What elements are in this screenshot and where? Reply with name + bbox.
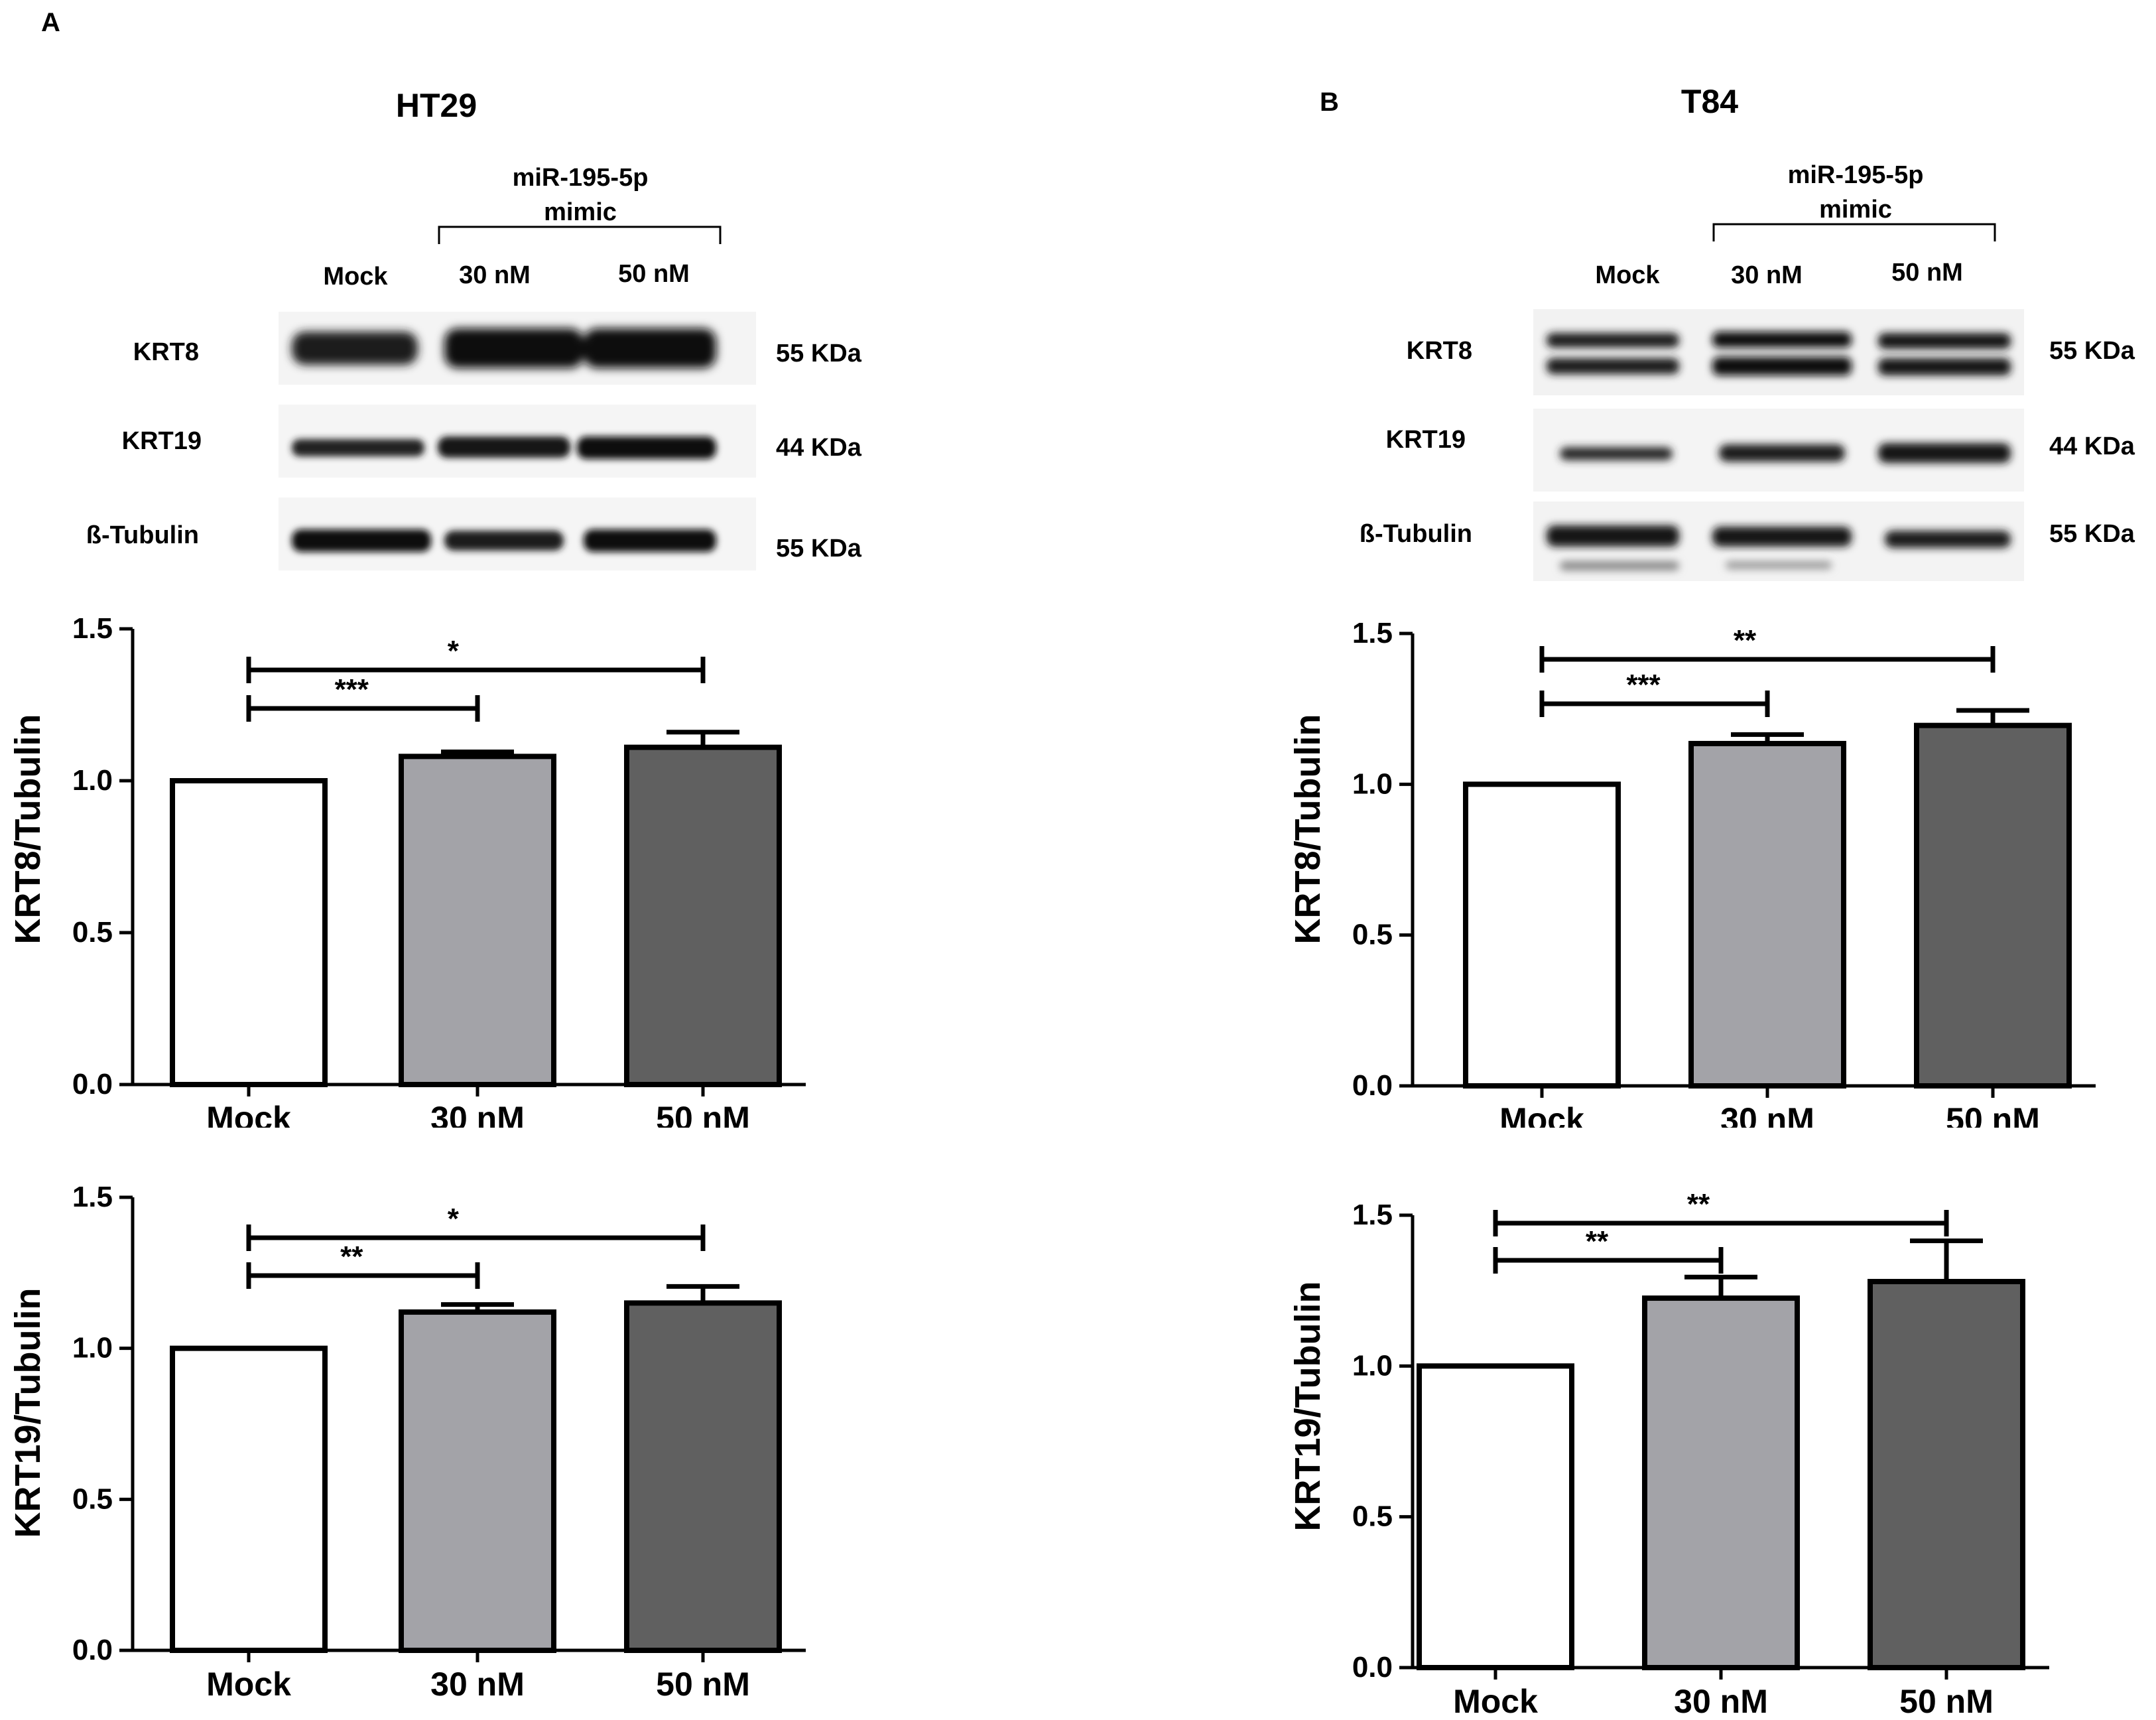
bar-0 (170, 1345, 328, 1653)
x-tick-label: 50 nM (656, 1100, 750, 1128)
protein-label-krt8-a: KRT8 (133, 338, 199, 366)
y-tick-label: 1.0 (1352, 767, 1393, 800)
y-axis-label: KRT19/Tubulin (1288, 1282, 1328, 1532)
lane-label-30nm-b: 30 nM (1731, 261, 1803, 289)
protein-label-tubulin-b: ß-Tubulin (1359, 520, 1472, 548)
lane-label-50nm-a: 50 nM (618, 260, 690, 288)
y-axis-label: KRT19/Tubulin (8, 1288, 48, 1538)
y-tick-label: 1.5 (72, 1181, 113, 1213)
protein-label-krt19-b: KRT19 (1385, 426, 1466, 454)
y-tick-label: 1.0 (1352, 1349, 1393, 1382)
x-tick-label: 30 nM (1720, 1101, 1814, 1128)
significance-label: ** (340, 1240, 363, 1273)
significance-label: * (448, 1203, 460, 1235)
lane-label-mock-b: Mock (1595, 261, 1660, 289)
significance-label: * (448, 635, 460, 667)
y-tick-label: 1.5 (1352, 617, 1393, 649)
mw-label-krt8-b: 55 KDa (2049, 337, 2135, 365)
y-axis-label: KRT8/Tubulin (8, 714, 48, 945)
y-tick-label: 1.5 (72, 612, 113, 645)
x-tick-label: 30 nM (1674, 1683, 1768, 1720)
mimic-bracket-a (438, 226, 722, 244)
panel-letter-b: B (1320, 88, 1339, 117)
x-tick-label: 50 nM (1899, 1683, 1994, 1720)
protein-label-krt19-a: KRT19 (121, 427, 202, 455)
x-tick-label: 50 nM (656, 1666, 750, 1703)
bar-1 (1642, 1295, 1800, 1671)
lane-label-30nm-a: 30 nM (459, 261, 531, 289)
protein-label-tubulin-a: ß-Tubulin (86, 521, 199, 549)
significance-label: *** (335, 673, 369, 706)
bar-0 (170, 778, 328, 1087)
mimic-bracket-b (1712, 223, 1996, 241)
bar-0 (1417, 1363, 1574, 1670)
x-tick-label: Mock (1499, 1101, 1584, 1128)
lane-label-mock-a: Mock (323, 263, 388, 291)
western-blot-image-b (1533, 309, 2024, 581)
bar-2 (624, 744, 782, 1087)
x-tick-label: Mock (1453, 1683, 1538, 1720)
bar-2 (1868, 1279, 2025, 1670)
western-blot-image-a (279, 312, 756, 570)
y-tick-label: 0.0 (1352, 1651, 1393, 1684)
y-tick-label: 1.0 (72, 1332, 113, 1364)
significance-label: ** (1586, 1225, 1609, 1258)
y-tick-label: 1.0 (72, 764, 113, 797)
bar-1 (1688, 740, 1846, 1089)
significance-label: ** (1687, 1188, 1710, 1221)
mw-label-tubulin-a: 55 KDa (776, 535, 861, 562)
significance-label: ** (1734, 624, 1757, 657)
lane-label-50nm-b: 50 nM (1891, 259, 1963, 287)
significance-label: *** (1626, 669, 1661, 701)
y-tick-label: 0.5 (1352, 919, 1393, 951)
panel-letter-a: A (41, 8, 60, 37)
x-tick-label: Mock (206, 1100, 291, 1128)
x-tick-label: 50 nM (1946, 1101, 2040, 1128)
y-tick-label: 0.0 (1352, 1069, 1393, 1102)
bar-1 (399, 1309, 556, 1653)
x-tick-label: 30 nM (430, 1100, 525, 1128)
y-tick-label: 0.0 (72, 1634, 113, 1666)
mw-label-krt8-a: 55 KDa (776, 340, 861, 367)
y-tick-label: 0.0 (72, 1068, 113, 1100)
mimic-label-b: miR-195-5p mimic (1787, 161, 1924, 224)
y-tick-label: 0.5 (1352, 1500, 1393, 1533)
y-tick-label: 0.5 (72, 1483, 113, 1515)
bar-1 (399, 754, 556, 1088)
y-tick-label: 1.5 (1352, 1199, 1393, 1231)
bar-chart-krt19-t84: 0.0 0.5 1.0 1.5 Mock 30 nM 50 nM ** ** KRT19/Tubu… (1288, 1188, 2049, 1720)
cell-line-title-b: T84 (1680, 83, 1739, 120)
mimic-label-a: miR-195-5p mimic (512, 164, 649, 226)
cell-line-title-a: HT29 (395, 87, 477, 124)
mw-label-krt19-b: 44 KDa (2049, 432, 2135, 460)
mw-label-krt19-a: 44 KDa (776, 434, 861, 462)
mw-label-tubulin-b: 55 KDa (2049, 520, 2135, 548)
x-tick-label: 30 nM (430, 1666, 525, 1703)
y-tick-label: 0.5 (72, 916, 113, 949)
bar-0 (1463, 781, 1621, 1089)
y-axis-label: KRT8/Tubulin (1288, 714, 1328, 945)
protein-label-krt8-b: KRT8 (1406, 337, 1472, 365)
x-tick-label: Mock (206, 1666, 291, 1703)
bar-2 (624, 1300, 782, 1654)
bar-2 (1914, 722, 2072, 1089)
